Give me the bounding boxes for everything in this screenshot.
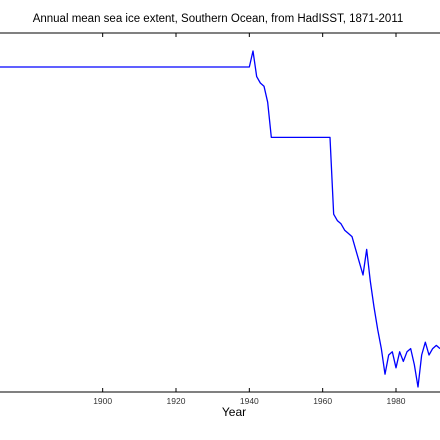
chart-title: Annual mean sea ice extent, Southern Oce… [33, 13, 404, 25]
x-ticks: 1900 1920 1940 1960 1980 [93, 33, 406, 406]
x-tick-label-1960: 1960 [313, 396, 332, 406]
series-line-sea-ice-extent [0, 50, 440, 388]
x-tick-label-1920: 1920 [167, 396, 186, 406]
x-tick-label-1980: 1980 [387, 396, 406, 406]
x-axis-label: Year [222, 405, 246, 419]
x-tick-label-1900: 1900 [93, 396, 112, 406]
x-tick-label-1940: 1940 [240, 396, 259, 406]
plot-area: 1900 1920 1940 1960 1980 [0, 32, 440, 406]
